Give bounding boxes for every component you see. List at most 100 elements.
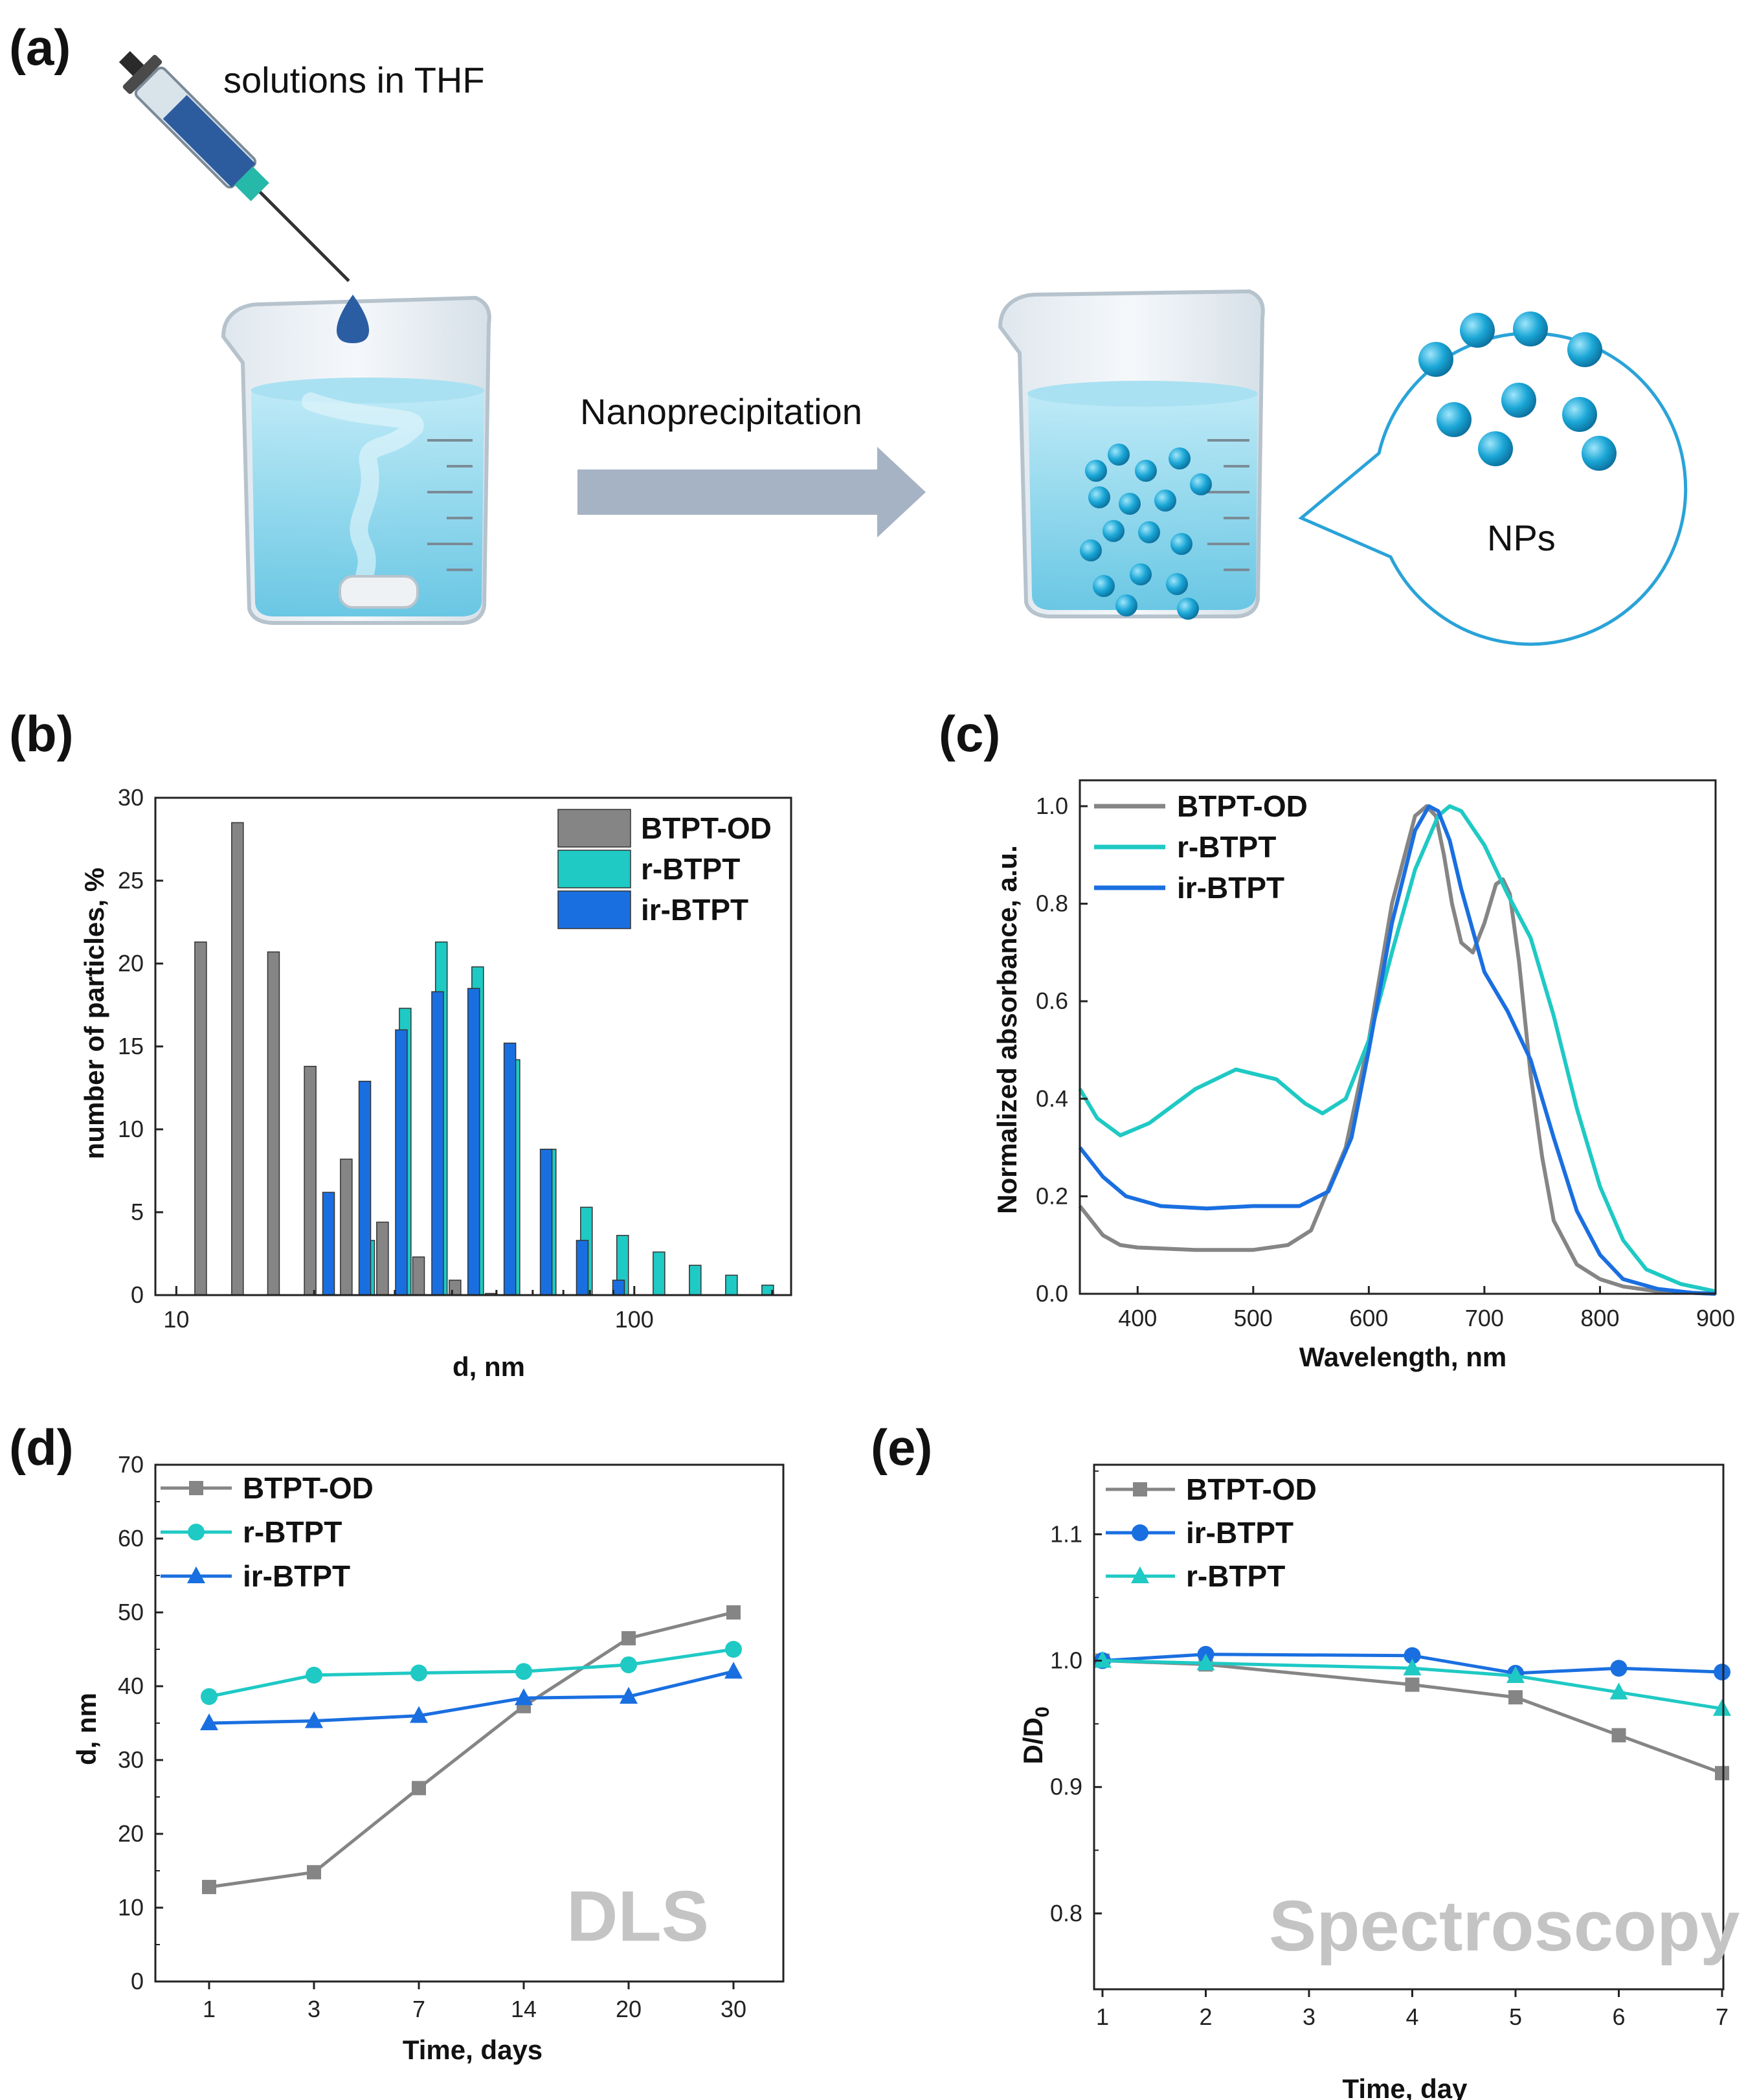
point-r-BTPT-2 bbox=[1403, 1658, 1422, 1676]
bar-r-BTPT-8 bbox=[653, 1251, 666, 1296]
chart-c-ytick-label: 0.2 bbox=[1036, 1182, 1068, 1209]
line-ir-BTPT bbox=[1102, 1653, 1723, 1675]
panel-b: (b) 0 5 10 15 20 25 30 10 100 BTPT-OD r-BTPT ir-BTP… bbox=[9, 705, 792, 1382]
point-r-BTPT-2 bbox=[410, 1664, 427, 1682]
chart-c-xtick-label: 400 bbox=[1118, 1305, 1157, 1331]
chart-e-xtick-label: 3 bbox=[1303, 2004, 1315, 2030]
legend-label-r-BTPT: r-BTPT bbox=[243, 1515, 342, 1549]
legend-label-ir-BTPT: ir-BTPT bbox=[641, 893, 748, 927]
chart-b-ytick-label: 5 bbox=[131, 1199, 144, 1225]
chart-b-xtick-label: 100 bbox=[615, 1306, 654, 1333]
legend-label-r-BTPT: r-BTPT bbox=[641, 852, 740, 886]
point-ir-BTPT-0 bbox=[200, 1713, 218, 1730]
bar-ir-BTPT-3 bbox=[431, 991, 444, 1296]
point-BTPT-OD-5 bbox=[1715, 1766, 1729, 1781]
bar-BTPT-OD-1 bbox=[231, 822, 244, 1296]
point-ir-BTPT-5 bbox=[724, 1662, 743, 1679]
chart-d-xlabel: Time, days bbox=[403, 2035, 543, 2065]
chart-e-xtick-label: 1 bbox=[1096, 2004, 1109, 2030]
chart-b-ytick-label: 20 bbox=[118, 950, 144, 977]
point-r-BTPT-0 bbox=[1093, 1651, 1112, 1668]
bar-BTPT-OD-0 bbox=[194, 941, 207, 1296]
legend-label-BTPT-OD: BTPT-OD bbox=[1186, 1473, 1317, 1506]
beaker-icon bbox=[221, 295, 491, 625]
chart-e-ytick-label: 0.9 bbox=[1050, 1774, 1082, 1800]
bar-ir-BTPT-0 bbox=[322, 1191, 335, 1296]
bubble-caption: NPs bbox=[1487, 517, 1556, 558]
arrow-caption: Nanoprecipitation bbox=[580, 391, 862, 432]
chart-c-ytick-label: 1.0 bbox=[1036, 793, 1068, 819]
chart-b-ytick-label: 10 bbox=[118, 1116, 144, 1142]
bar-r-BTPT-9 bbox=[689, 1265, 702, 1296]
point-r-BTPT-5 bbox=[725, 1641, 742, 1658]
chart-d-ytick-label: 30 bbox=[118, 1746, 144, 1773]
bar-ir-BTPT-6 bbox=[539, 1148, 553, 1296]
point-r-BTPT-5 bbox=[1713, 1699, 1731, 1716]
bar-ir-BTPT-2 bbox=[395, 1029, 408, 1296]
bar-r-BTPT-10 bbox=[725, 1274, 738, 1296]
chart-d: 0 10 20 30 40 50 60 70 1 3 7 14 20 30 BTPT-OD r-BTPT ir-… bbox=[118, 1451, 785, 2022]
chart-d-ytick-label: 40 bbox=[118, 1673, 144, 1699]
chart-e-xtick-label: 4 bbox=[1405, 2004, 1418, 2030]
legend-swatch-ir-BTPT bbox=[557, 890, 631, 929]
chart-e: 0.8 0.9 1.0 1.1 1 2 3 4 5 6 7 BTPT-OD ir-BTPT r-BTPT bbox=[1050, 1463, 1731, 2030]
point-r-BTPT-4 bbox=[620, 1656, 637, 1673]
chart-d-ytick-label: 0 bbox=[131, 1968, 144, 1994]
bar-ir-BTPT-5 bbox=[503, 1043, 517, 1296]
chart-c-ytick-label: 0.6 bbox=[1036, 988, 1068, 1014]
legend-marker-BTPT-OD bbox=[1133, 1482, 1147, 1496]
legend-label-BTPT-OD: BTPT-OD bbox=[641, 811, 772, 845]
nanoparticle-bubble-icon bbox=[1298, 311, 1688, 646]
process-arrow bbox=[577, 447, 926, 537]
point-BTPT-OD-1 bbox=[307, 1865, 321, 1880]
bar-BTPT-OD-4 bbox=[340, 1158, 353, 1296]
chart-d-xtick-label: 20 bbox=[616, 1996, 642, 2022]
bar-ir-BTPT-8 bbox=[612, 1280, 625, 1296]
chart-e-ytick-label: 1.0 bbox=[1050, 1647, 1082, 1674]
point-BTPT-OD-4 bbox=[1611, 1728, 1626, 1743]
panel-e: (e) 0.8 0.9 1.0 1.1 1 2 3 4 5 6 7 BTPT-OD ir-BTPT r-B… bbox=[871, 1419, 1740, 2100]
chart-b-ytick-label: 15 bbox=[118, 1033, 144, 1059]
line-r-BTPT bbox=[208, 1647, 734, 1699]
legend-marker-r-BTPT bbox=[188, 1524, 205, 1541]
chart-e-xtick-label: 6 bbox=[1612, 2004, 1625, 2030]
point-ir-BTPT-2 bbox=[1404, 1647, 1421, 1664]
line-BTPT-OD bbox=[1102, 1659, 1723, 1775]
bar-BTPT-OD-2 bbox=[267, 951, 280, 1296]
chart-b: 0 5 10 15 20 25 30 10 100 BTPT-OD r-BTPT ir-BTPT bbox=[118, 784, 792, 1333]
point-ir-BTPT-5 bbox=[1714, 1664, 1730, 1681]
panel-b-label: (b) bbox=[9, 705, 74, 762]
point-r-BTPT-3 bbox=[1506, 1665, 1525, 1683]
chart-c-ylabel: Normalized absorbance, a.u. bbox=[992, 845, 1022, 1214]
legend-marker-ir-BTPT bbox=[1132, 1524, 1148, 1541]
legend-marker-r-BTPT bbox=[1131, 1566, 1149, 1583]
chart-b-ytick-label: 0 bbox=[131, 1281, 144, 1308]
chart-c-ytick-label: 0.4 bbox=[1036, 1085, 1068, 1112]
chart-b-xlabel: d, nm bbox=[453, 1351, 525, 1382]
bar-BTPT-OD-7 bbox=[449, 1280, 462, 1296]
chart-e-annotation: Spectroscopy bbox=[1269, 1886, 1740, 1966]
legend-label-r-BTPT: r-BTPT bbox=[1177, 830, 1276, 864]
point-BTPT-OD-2 bbox=[1405, 1677, 1420, 1692]
beaker-with-particles-icon bbox=[998, 289, 1265, 620]
chart-d-ytick-label: 70 bbox=[118, 1451, 144, 1478]
spectrum-r-BTPT bbox=[1078, 804, 1716, 1294]
chart-d-xtick-label: 30 bbox=[721, 1996, 746, 2022]
bar-ir-BTPT-7 bbox=[576, 1239, 589, 1296]
point-ir-BTPT-3 bbox=[515, 1688, 533, 1706]
bar-BTPT-OD-5 bbox=[376, 1221, 389, 1296]
chart-c-xtick-label: 600 bbox=[1349, 1305, 1388, 1331]
point-r-BTPT-1 bbox=[306, 1666, 322, 1684]
panel-e-label: (e) bbox=[871, 1419, 932, 1476]
chart-c-ytick-label: 0.0 bbox=[1036, 1280, 1068, 1307]
chart-e-xtick-label: 7 bbox=[1716, 2004, 1729, 2030]
legend-swatch-BTPT-OD bbox=[557, 809, 631, 848]
point-BTPT-OD-0 bbox=[202, 1880, 216, 1895]
bar-BTPT-OD-6 bbox=[412, 1256, 425, 1296]
chart-d-ytick-label: 50 bbox=[118, 1599, 144, 1625]
chart-d-ylabel: d, nm bbox=[71, 1693, 102, 1765]
chart-e-ytick-label: 0.8 bbox=[1050, 1900, 1082, 1926]
chart-c: 0.0 0.2 0.4 0.6 0.8 1.0 400 500 600 700 800 900 BTPT… bbox=[1036, 779, 1735, 1331]
point-r-BTPT-1 bbox=[1196, 1653, 1215, 1671]
panel-c-label: (c) bbox=[939, 705, 1000, 762]
